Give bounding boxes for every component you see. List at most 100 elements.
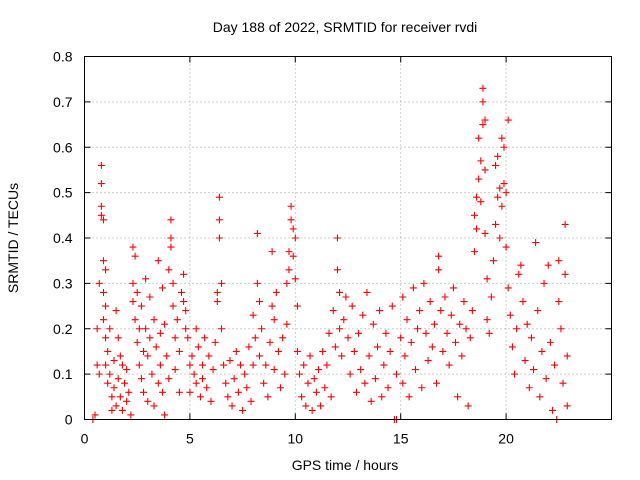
data-point bbox=[401, 352, 409, 360]
data-point bbox=[519, 298, 527, 306]
data-point bbox=[127, 411, 135, 419]
data-point bbox=[140, 347, 148, 355]
data-point bbox=[173, 316, 181, 324]
data-point bbox=[137, 302, 145, 310]
data-point bbox=[114, 375, 122, 383]
data-point bbox=[399, 379, 407, 387]
data-point bbox=[188, 352, 196, 360]
data-point bbox=[137, 375, 145, 383]
data-point bbox=[433, 379, 441, 387]
data-point bbox=[279, 334, 287, 342]
data-point bbox=[468, 307, 476, 315]
data-point bbox=[293, 347, 301, 355]
data-point bbox=[355, 329, 363, 337]
data-point bbox=[551, 361, 559, 369]
data-point bbox=[340, 316, 348, 324]
data-point bbox=[93, 325, 101, 333]
data-point bbox=[102, 334, 110, 342]
data-point bbox=[414, 325, 422, 333]
data-point bbox=[112, 307, 120, 315]
data-point bbox=[114, 334, 122, 342]
data-point bbox=[492, 161, 500, 169]
x-tick-label: 0 bbox=[81, 431, 89, 447]
data-point bbox=[108, 393, 116, 401]
data-point bbox=[397, 334, 405, 342]
data-point bbox=[333, 266, 341, 274]
data-point bbox=[403, 316, 411, 324]
data-point bbox=[215, 234, 223, 242]
data-point bbox=[97, 202, 105, 210]
data-point bbox=[190, 370, 198, 378]
data-point bbox=[182, 325, 190, 333]
x-tick-label: 15 bbox=[393, 431, 409, 447]
data-point bbox=[306, 352, 314, 360]
data-point bbox=[196, 393, 204, 401]
data-point bbox=[405, 393, 413, 401]
data-point bbox=[388, 302, 396, 310]
data-point bbox=[270, 366, 278, 374]
data-point bbox=[241, 370, 249, 378]
data-point bbox=[380, 361, 388, 369]
data-point bbox=[502, 189, 510, 197]
data-point bbox=[199, 361, 207, 369]
data-point bbox=[234, 388, 242, 396]
data-point bbox=[203, 384, 211, 392]
data-point bbox=[483, 316, 491, 324]
data-point bbox=[135, 325, 143, 333]
data-point bbox=[327, 393, 335, 401]
data-point bbox=[287, 202, 295, 210]
data-point bbox=[458, 352, 466, 360]
data-point bbox=[443, 329, 451, 337]
data-point bbox=[333, 234, 341, 242]
data-point bbox=[325, 329, 333, 337]
data-point bbox=[304, 379, 312, 387]
data-point bbox=[481, 229, 489, 237]
x-tick-label: 5 bbox=[186, 431, 194, 447]
data-point bbox=[99, 216, 107, 224]
data-point bbox=[215, 216, 223, 224]
data-point bbox=[483, 275, 491, 283]
data-point bbox=[133, 288, 141, 296]
data-point bbox=[289, 225, 297, 233]
data-point bbox=[489, 257, 497, 265]
y-tick-label: 0.8 bbox=[53, 49, 73, 65]
x-tick-label: 10 bbox=[288, 431, 304, 447]
data-point bbox=[536, 393, 544, 401]
data-point bbox=[218, 279, 226, 287]
data-point bbox=[374, 343, 382, 351]
data-point bbox=[361, 379, 369, 387]
data-point bbox=[342, 293, 350, 301]
data-point bbox=[371, 375, 379, 383]
data-point bbox=[135, 361, 143, 369]
data-point bbox=[110, 357, 118, 365]
data-point bbox=[116, 393, 124, 401]
data-point bbox=[289, 252, 297, 260]
data-point bbox=[154, 257, 162, 265]
data-point bbox=[148, 370, 156, 378]
data-point bbox=[548, 406, 556, 414]
data-point bbox=[338, 352, 346, 360]
data-point bbox=[376, 307, 384, 315]
data-point bbox=[283, 320, 291, 328]
data-point bbox=[97, 161, 105, 169]
data-point bbox=[169, 279, 177, 287]
data-point bbox=[428, 343, 436, 351]
data-point bbox=[266, 338, 274, 346]
data-point bbox=[182, 307, 190, 315]
data-point bbox=[123, 397, 131, 405]
data-point bbox=[201, 334, 209, 342]
data-point bbox=[317, 402, 325, 410]
data-point bbox=[350, 347, 358, 355]
data-point bbox=[435, 252, 443, 260]
data-point bbox=[336, 288, 344, 296]
data-point bbox=[319, 347, 327, 355]
data-point bbox=[158, 284, 166, 292]
data-point bbox=[118, 361, 126, 369]
data-point bbox=[532, 239, 540, 247]
data-point bbox=[99, 288, 107, 296]
data-point bbox=[384, 384, 392, 392]
data-point bbox=[194, 343, 202, 351]
data-point bbox=[163, 352, 171, 360]
data-point bbox=[258, 325, 266, 333]
data-point bbox=[449, 284, 457, 292]
